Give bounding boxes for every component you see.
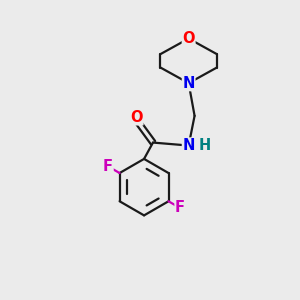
Text: N: N: [182, 76, 195, 91]
Text: N: N: [182, 138, 195, 153]
Text: H: H: [199, 138, 211, 153]
Text: O: O: [182, 31, 195, 46]
Text: F: F: [175, 200, 185, 215]
Text: O: O: [130, 110, 143, 125]
Text: F: F: [103, 159, 113, 174]
